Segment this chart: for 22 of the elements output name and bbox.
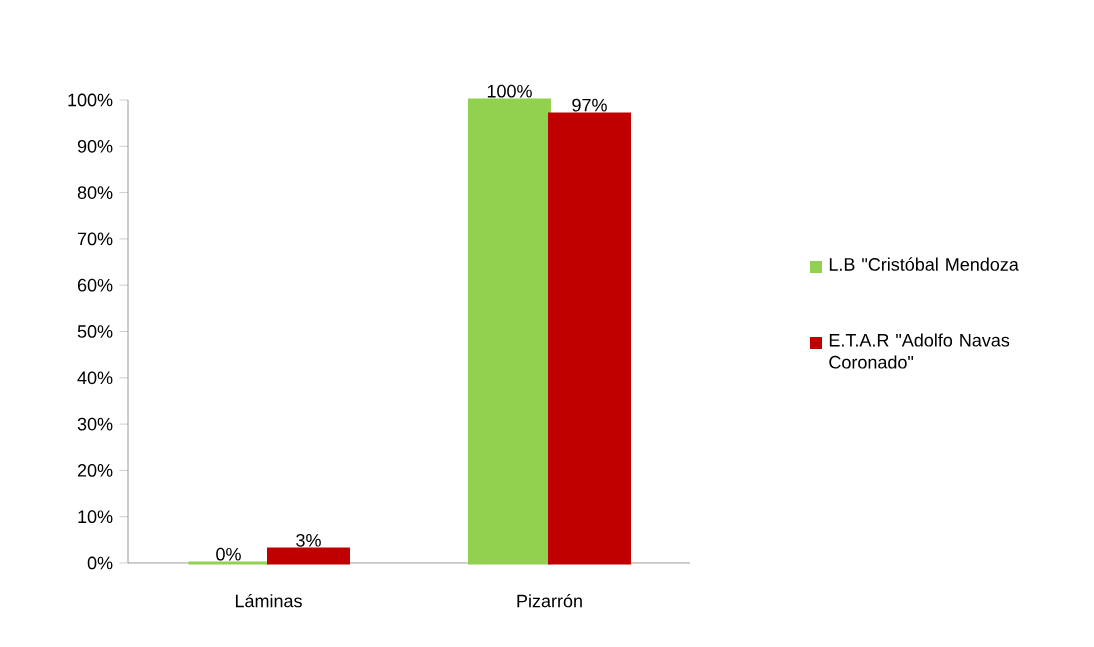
x-tick-label: Pizarrón: [517, 593, 582, 608]
y-tick-label: 70%: [77, 232, 113, 246]
y-tick-label: 0%: [87, 556, 113, 570]
legend-label: E.T.A.R "Adolfo Navas Coronado": [829, 333, 1010, 369]
x-tick-label: Láminas: [235, 593, 302, 608]
y-tick-label: 50%: [77, 325, 113, 338]
bar: [267, 547, 351, 565]
y-tick-label: 100%: [68, 93, 113, 107]
y-tick-label: 20%: [77, 464, 113, 477]
y-tick-label: 60%: [77, 278, 113, 292]
y-tick-label: 40%: [77, 371, 113, 385]
y-tick-label: 10%: [78, 510, 113, 524]
data-label: 0%: [216, 547, 241, 561]
y-tick-label: 90%: [77, 139, 113, 153]
bar: [468, 98, 551, 565]
data-label: 3%: [296, 533, 321, 547]
data-label: 97%: [572, 98, 607, 112]
y-tick-label: 30%: [77, 417, 113, 431]
y-tick-label: 80%: [77, 186, 113, 199]
bar: [548, 112, 631, 565]
legend-label: L.B "Cristóbal Mendoza: [829, 257, 1019, 271]
data-label: 100%: [487, 84, 532, 98]
